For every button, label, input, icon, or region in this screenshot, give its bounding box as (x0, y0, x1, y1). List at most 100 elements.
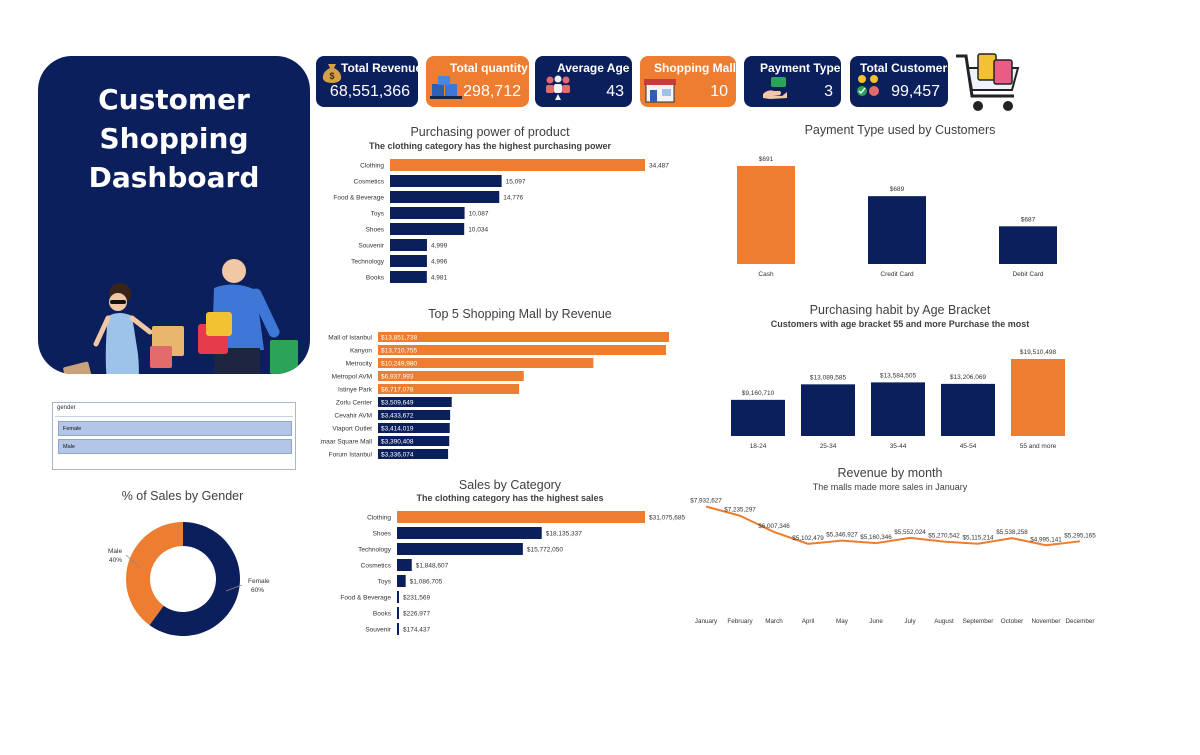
data-label: $6,937,993 (381, 374, 414, 381)
data-label: 4,999 (431, 243, 448, 250)
kpi-total-revenue-value: 68,551,366 (329, 83, 410, 100)
bar (397, 575, 406, 587)
age-bracket-subtitle: Customers with age bracket 55 and more P… (770, 319, 1030, 329)
data-label: $18,135,337 (546, 531, 583, 538)
data-label: $3,414,019 (381, 426, 414, 433)
data-label: $13,206,069 (950, 374, 987, 381)
bar (390, 159, 645, 171)
bar (378, 345, 667, 355)
boxes-icon (430, 76, 462, 99)
category-label: Souvenir (365, 627, 391, 634)
bar (397, 527, 542, 539)
customers-icon (857, 75, 879, 96)
people-age-icon (546, 75, 570, 100)
data-label: 4,981 (431, 275, 448, 282)
kpi-total-quantity-label: Total quantity (450, 61, 528, 75)
top-malls-chart: Mall of Istanbul $13,851,738 Kanyon $13,710… (320, 332, 669, 459)
category-label: Books (373, 611, 392, 618)
category-label: Technology (351, 259, 385, 266)
category-label: Zorlu Center (336, 400, 373, 407)
data-label: $6,007,346 (758, 523, 790, 530)
sales-category-title: Sales by Category (458, 478, 562, 492)
bar (378, 384, 520, 394)
sales-category-chart: Clothing $31,075,685 Shoes $18,135,337 Techn… (340, 511, 686, 635)
data-label: 10,034 (468, 227, 488, 234)
revenue-month-title: Revenue by month (837, 466, 943, 480)
kpi-shopping-mall-value: 10 (710, 83, 728, 100)
purchasing-power-subtitle: The clothing category has the highest pu… (368, 141, 612, 151)
category-label: Metropol AVM (332, 374, 372, 381)
month-label: April (802, 618, 815, 625)
category-label: Kanyon (350, 348, 372, 355)
kpi-average-age-value: 43 (606, 83, 624, 100)
bar (378, 332, 669, 342)
data-label: $3,336,074 (381, 452, 414, 459)
category-label: 18-24 (750, 443, 767, 450)
bar (868, 196, 926, 264)
payment-type-chart: $691 Cash $689 Credit Card $687 Debit Card (737, 156, 1057, 278)
category-label: Debit Card (1012, 271, 1043, 278)
data-label: $174,437 (403, 627, 430, 634)
bar (941, 383, 995, 436)
data-label: $6,717,078 (381, 387, 414, 394)
bar (390, 207, 465, 219)
top-malls-title: Top 5 Shopping Mall by Revenue (428, 307, 612, 321)
month-label: June (869, 618, 883, 625)
kpi-total-customers: Total Customers 99,457 (850, 56, 954, 107)
data-label: $5,552,024 (894, 529, 926, 536)
month-label: November (1031, 618, 1060, 625)
slicer-item-female[interactable]: Female (58, 421, 292, 436)
purchasing-power-chart: Clothing 34,487 Cosmetics 15,097 Food & Beve… (333, 159, 669, 283)
kpi-payment-type-value: 3 (824, 83, 833, 100)
data-label: $1,848,607 (416, 563, 449, 570)
category-label: Souvenir (358, 243, 384, 250)
slice-category-label: Female (248, 578, 270, 585)
month-label: May (836, 618, 849, 625)
month-label: October (1001, 618, 1023, 625)
data-label: $5,295,165 (1064, 532, 1096, 539)
money-bag-icon: $ (322, 64, 342, 83)
data-label: $7,235,297 (724, 507, 756, 514)
category-label: Food & Beverage (340, 595, 391, 602)
bar (737, 166, 795, 264)
kpi-shopping-mall: Shopping Mall 10 (640, 56, 736, 107)
bar (801, 384, 855, 436)
data-label: $687 (1021, 216, 1036, 223)
bar (390, 271, 427, 283)
payment-type-title: Payment Type used by Customers (804, 123, 996, 137)
category-label: Cash (758, 271, 774, 278)
revenue-month-chart: $7,932,627 January $7,235,297 February $6,00… (690, 498, 1096, 625)
data-label: $691 (759, 156, 774, 163)
data-label: 4,996 (431, 259, 448, 266)
category-label: Credit Card (880, 271, 914, 278)
month-label: July (904, 618, 916, 625)
bar (378, 397, 452, 407)
age-bracket-title: Purchasing habit by Age Bracket (809, 303, 991, 317)
bar (378, 371, 524, 381)
data-label: $5,346,927 (826, 532, 858, 539)
bar (1011, 359, 1065, 436)
data-label: $689 (890, 186, 905, 193)
data-label: $13,851,738 (381, 335, 418, 342)
sales-category-subtitle: The clothing category has the highest sa… (416, 493, 604, 503)
data-label: $5,115,214 (962, 535, 994, 542)
data-label: $13,584,505 (880, 372, 917, 379)
data-label: 14,776 (503, 195, 523, 202)
slicer-item-male[interactable]: Male (58, 439, 292, 454)
kpi-total-revenue-label: Total Revenue (341, 61, 423, 75)
month-label: February (727, 618, 753, 625)
category-label: Cevahir AVM (335, 413, 372, 420)
month-label: December (1065, 618, 1094, 625)
leader-line (225, 584, 243, 592)
category-label: 35-44 (890, 443, 907, 450)
kpi-average-age: Average Age 43 (535, 56, 632, 107)
category-label: Shoes (366, 227, 385, 234)
category-label: Clothing (360, 163, 384, 170)
category-label: Toys (371, 211, 385, 218)
data-label: $5,102,479 (792, 535, 824, 542)
kpi-total-quantity-value: 298,712 (463, 83, 521, 100)
bar (378, 410, 451, 420)
month-label: September (963, 618, 994, 625)
bar (871, 382, 925, 436)
kpi-average-age-label: Average Age (557, 61, 630, 75)
